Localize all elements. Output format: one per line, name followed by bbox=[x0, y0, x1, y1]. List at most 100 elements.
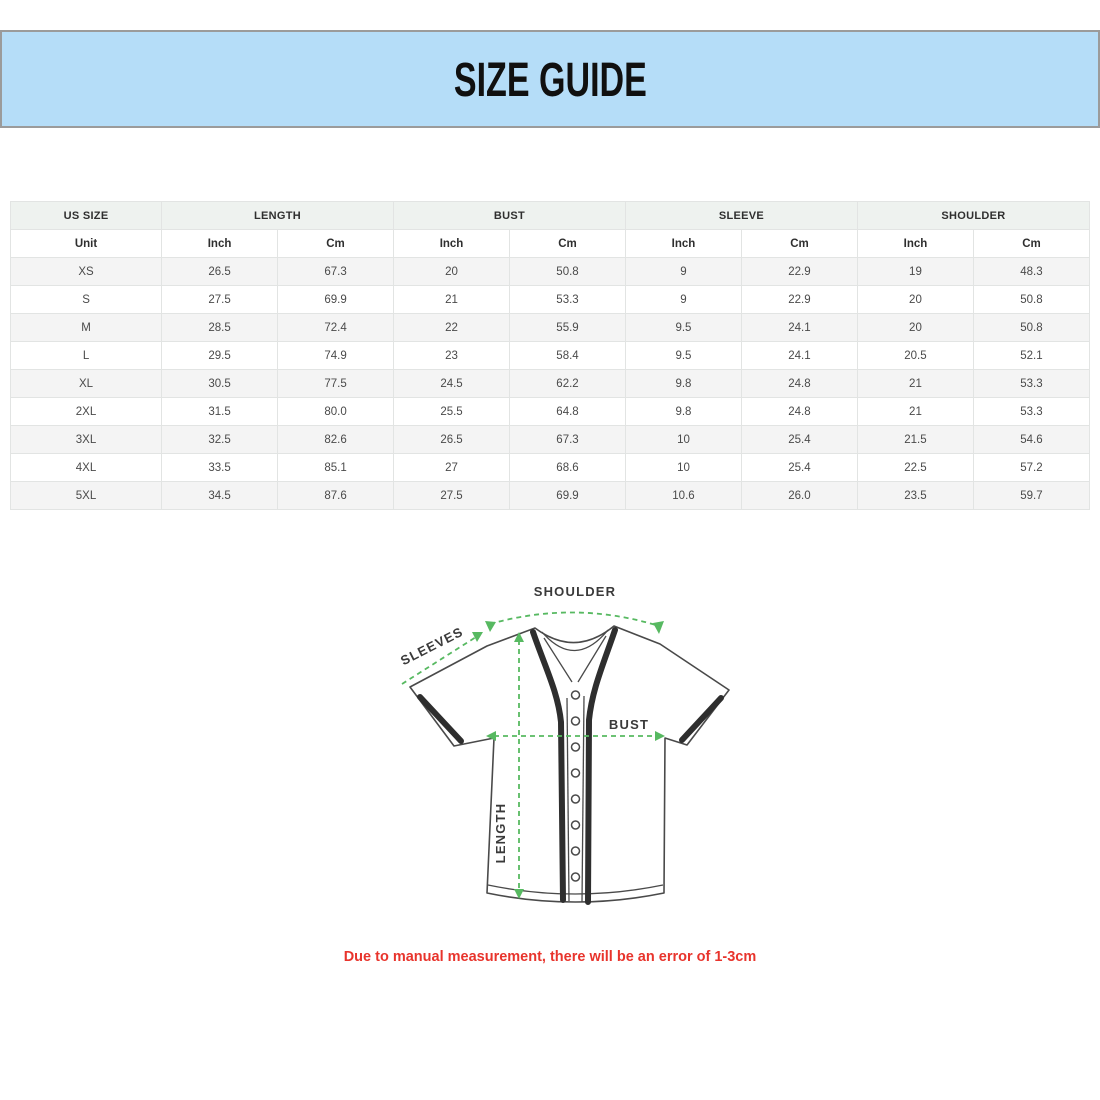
size-value-cell: 80.0 bbox=[277, 397, 395, 426]
size-value-cell: 26.5 bbox=[393, 425, 510, 454]
size-value-cell: 82.6 bbox=[277, 425, 395, 454]
jersey-placket-trim-right bbox=[585, 627, 618, 905]
size-value-cell: 87.6 bbox=[277, 481, 395, 510]
size-value-cell: 27.5 bbox=[161, 285, 279, 314]
unit-header-cell: Unit bbox=[9, 229, 163, 258]
size-label-cell: 3XL bbox=[9, 425, 163, 454]
size-value-cell: 28.5 bbox=[161, 313, 279, 342]
size-value-cell: 9 bbox=[624, 285, 742, 314]
size-value-cell: 24.1 bbox=[740, 313, 858, 342]
size-value-cell: 26.0 bbox=[740, 481, 858, 510]
shoulder-label: SHOULDER bbox=[534, 584, 617, 599]
size-row-3xl: 3XL 32.5 82.6 26.5 67.3 10 25.4 21.5 54.6 bbox=[9, 425, 1091, 454]
jersey-hem-line bbox=[487, 884, 664, 895]
size-guide-page: SIZE GUIDE US SIZE LENGTH BUST SLEEVE SHOULD… bbox=[0, 30, 1100, 1100]
size-label-cell: L bbox=[9, 341, 163, 370]
shoulder-arrowhead-left bbox=[485, 621, 496, 632]
size-row-2xl: 2XL 31.5 80.0 25.5 64.8 9.8 24.8 21 53.3 bbox=[9, 397, 1091, 426]
jersey-vneck-right bbox=[577, 635, 607, 683]
unit-header-cell: Cm bbox=[277, 229, 395, 258]
size-value-cell: 62.2 bbox=[509, 369, 626, 398]
size-value-cell: 25.5 bbox=[393, 397, 510, 426]
column-group-header: SLEEVE bbox=[624, 201, 858, 230]
page-title: SIZE GUIDE bbox=[453, 51, 647, 107]
size-row-xl: XL 30.5 77.5 24.5 62.2 9.8 24.8 21 53.3 bbox=[9, 369, 1091, 398]
size-row-5xl: 5XL 34.5 87.6 27.5 69.9 10.6 26.0 23.5 59.7 bbox=[9, 481, 1091, 510]
size-value-cell: 10 bbox=[624, 453, 742, 482]
size-value-cell: 25.4 bbox=[740, 453, 858, 482]
size-label-cell: XS bbox=[9, 257, 163, 286]
size-value-cell: 24.5 bbox=[393, 369, 510, 398]
size-value-cell: 74.9 bbox=[277, 341, 395, 370]
unit-header-cell: Inch bbox=[161, 229, 279, 258]
size-value-cell: 26.5 bbox=[161, 257, 279, 286]
size-value-cell: 69.9 bbox=[509, 481, 626, 510]
jersey-diagram-svg: SHOULDER SLEEVES BUST LENGTH bbox=[398, 584, 730, 905]
size-value-cell: 57.2 bbox=[972, 453, 1091, 482]
length-arrowhead-top bbox=[514, 632, 524, 642]
size-row-s: S 27.5 69.9 21 53.3 9 22.9 20 50.8 bbox=[9, 285, 1091, 314]
unit-header-cell: Inch bbox=[856, 229, 974, 258]
size-value-cell: 50.8 bbox=[509, 257, 626, 286]
size-value-cell: 53.3 bbox=[972, 397, 1091, 426]
size-value-cell: 55.9 bbox=[509, 313, 626, 342]
size-value-cell: 29.5 bbox=[161, 341, 279, 370]
unit-header-cell: Cm bbox=[972, 229, 1091, 258]
bust-arrowhead-left bbox=[486, 731, 496, 741]
size-value-cell: 85.1 bbox=[277, 453, 395, 482]
shoulder-arrowhead-right bbox=[653, 621, 664, 634]
size-value-cell: 72.4 bbox=[277, 313, 395, 342]
size-row-xs: XS 26.5 67.3 20 50.8 9 22.9 19 48.3 bbox=[9, 257, 1091, 286]
bust-arrowhead-right bbox=[655, 731, 665, 741]
size-value-cell: 68.6 bbox=[509, 453, 626, 482]
size-value-cell: 32.5 bbox=[161, 425, 279, 454]
jersey-cuff-trim-left bbox=[417, 694, 464, 744]
size-row-l: L 29.5 74.9 23 58.4 9.5 24.1 20.5 52.1 bbox=[9, 341, 1091, 370]
size-value-cell: 24.8 bbox=[740, 369, 858, 398]
size-value-cell: 22 bbox=[393, 313, 510, 342]
size-row-4xl: 4XL 33.5 85.1 27 68.6 10 25.4 22.5 57.2 bbox=[9, 453, 1091, 482]
size-value-cell: 20 bbox=[393, 257, 510, 286]
sleeves-arrow bbox=[401, 636, 477, 685]
size-value-cell: 30.5 bbox=[161, 369, 279, 398]
unit-header-cell: Cm bbox=[740, 229, 858, 258]
size-guide-banner: SIZE GUIDE bbox=[0, 30, 1100, 128]
jersey-vneck-left bbox=[543, 637, 573, 683]
column-group-header: LENGTH bbox=[161, 201, 395, 230]
size-value-cell: 48.3 bbox=[972, 257, 1091, 286]
size-value-cell: 54.6 bbox=[972, 425, 1091, 454]
length-label: LENGTH bbox=[493, 803, 508, 864]
size-value-cell: 67.3 bbox=[509, 425, 626, 454]
size-value-cell: 9.8 bbox=[624, 369, 742, 398]
size-value-cell: 58.4 bbox=[509, 341, 626, 370]
size-value-cell: 59.7 bbox=[972, 481, 1091, 510]
size-value-cell: 10 bbox=[624, 425, 742, 454]
size-table-head: US SIZE LENGTH BUST SLEEVE SHOULDER Unit Inch C… bbox=[9, 201, 1091, 258]
size-value-cell: 50.8 bbox=[972, 313, 1091, 342]
size-row-m: M 28.5 72.4 22 55.9 9.5 24.1 20 50.8 bbox=[9, 313, 1091, 342]
size-value-cell: 20 bbox=[856, 313, 974, 342]
size-label-cell: S bbox=[9, 285, 163, 314]
size-value-cell: 21 bbox=[856, 369, 974, 398]
size-value-cell: 33.5 bbox=[161, 453, 279, 482]
table-unit-header-row: Unit Inch Cm Inch Cm Inch Cm Inch Cm bbox=[9, 229, 1091, 258]
size-value-cell: 34.5 bbox=[161, 481, 279, 510]
size-value-cell: 22.9 bbox=[740, 257, 858, 286]
unit-header-cell: Inch bbox=[393, 229, 510, 258]
size-label-cell: 5XL bbox=[9, 481, 163, 510]
size-table-body: XS 26.5 67.3 20 50.8 9 22.9 19 48.3 S 27.5 69.9 21 53… bbox=[9, 257, 1091, 510]
jersey-collar bbox=[541, 629, 609, 652]
size-value-cell: 9 bbox=[624, 257, 742, 286]
size-value-cell: 20.5 bbox=[856, 341, 974, 370]
jersey-outline bbox=[409, 625, 730, 903]
jersey-buttons bbox=[570, 690, 581, 882]
sleeves-arrowhead bbox=[472, 632, 483, 642]
size-value-cell: 53.3 bbox=[972, 369, 1091, 398]
size-value-cell: 19 bbox=[856, 257, 974, 286]
size-value-cell: 50.8 bbox=[972, 285, 1091, 314]
size-label-cell: 2XL bbox=[9, 397, 163, 426]
sleeves-label: SLEEVES bbox=[398, 624, 466, 668]
column-group-header: US SIZE bbox=[9, 201, 163, 230]
size-label-cell: M bbox=[9, 313, 163, 342]
unit-header-cell: Inch bbox=[624, 229, 742, 258]
